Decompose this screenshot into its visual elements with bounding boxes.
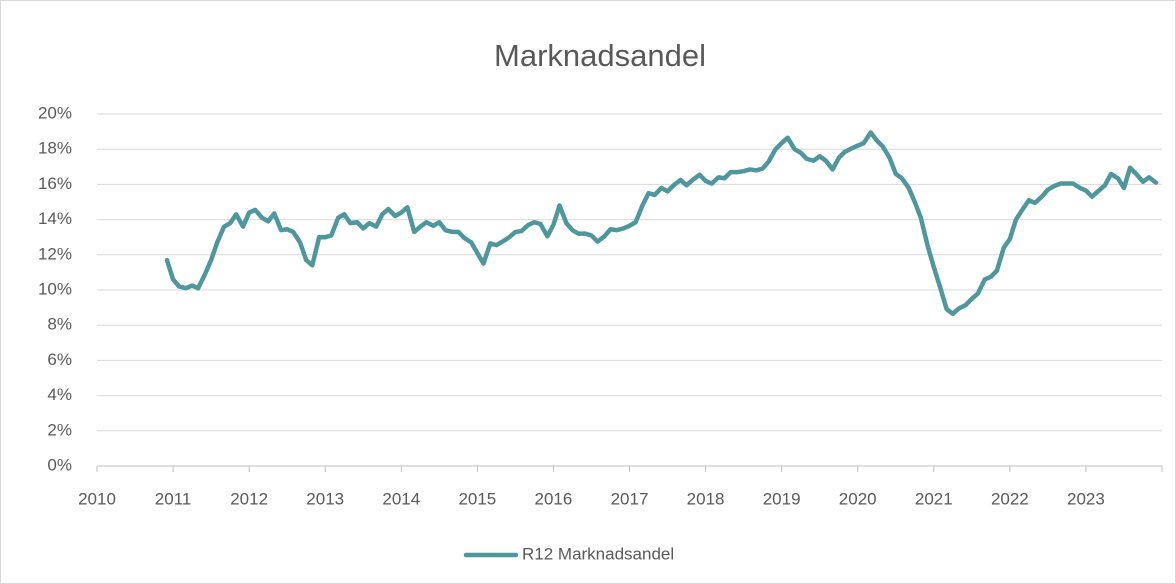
- chart-title: Marknadsandel: [494, 38, 706, 73]
- y-tick-label: 10%: [38, 279, 72, 298]
- y-tick-label: 14%: [38, 209, 72, 228]
- data-line: [164, 130, 1159, 317]
- y-tick-label: 6%: [47, 350, 72, 369]
- x-tick-label: 2021: [915, 489, 953, 508]
- x-tick-label: 2010: [78, 489, 116, 508]
- x-tick-label: 2019: [763, 489, 801, 508]
- x-tick-label: 2018: [687, 489, 725, 508]
- y-tick-label: 2%: [47, 420, 72, 439]
- x-tick-label: 2017: [611, 489, 649, 508]
- y-tick-label: 20%: [38, 103, 72, 122]
- x-tick-label: 2013: [306, 489, 344, 508]
- x-tick-label: 2014: [382, 489, 420, 508]
- y-tick-label: 16%: [38, 174, 72, 193]
- x-tick-label: 2020: [839, 489, 877, 508]
- legend-label: R12 Marknadsandel: [522, 544, 674, 563]
- y-tick-label: 0%: [47, 455, 72, 474]
- y-tick-label: 4%: [47, 385, 72, 404]
- x-tick-label: 2022: [991, 489, 1029, 508]
- y-tick-label: 18%: [38, 139, 72, 158]
- x-tick-label: 2016: [535, 489, 573, 508]
- x-tick-label: 2011: [155, 489, 192, 508]
- x-tick-label: 2015: [458, 489, 496, 508]
- y-tick-label: 8%: [47, 315, 72, 334]
- y-tick-label: 12%: [38, 244, 72, 263]
- x-tick-label: 2012: [230, 489, 268, 508]
- x-tick-label: 2023: [1067, 489, 1105, 508]
